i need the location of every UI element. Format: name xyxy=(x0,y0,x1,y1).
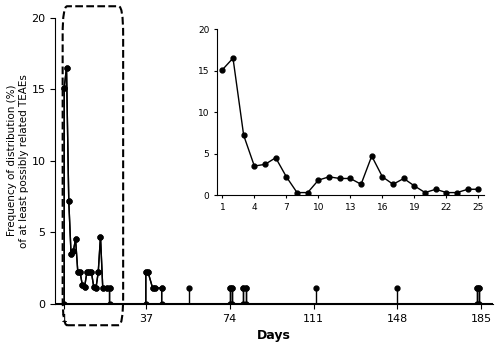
Y-axis label: Frequency of distribution (%)
of at least possibly related TEAEs: Frequency of distribution (%) of at leas… xyxy=(7,74,28,248)
X-axis label: Days: Days xyxy=(257,329,291,342)
